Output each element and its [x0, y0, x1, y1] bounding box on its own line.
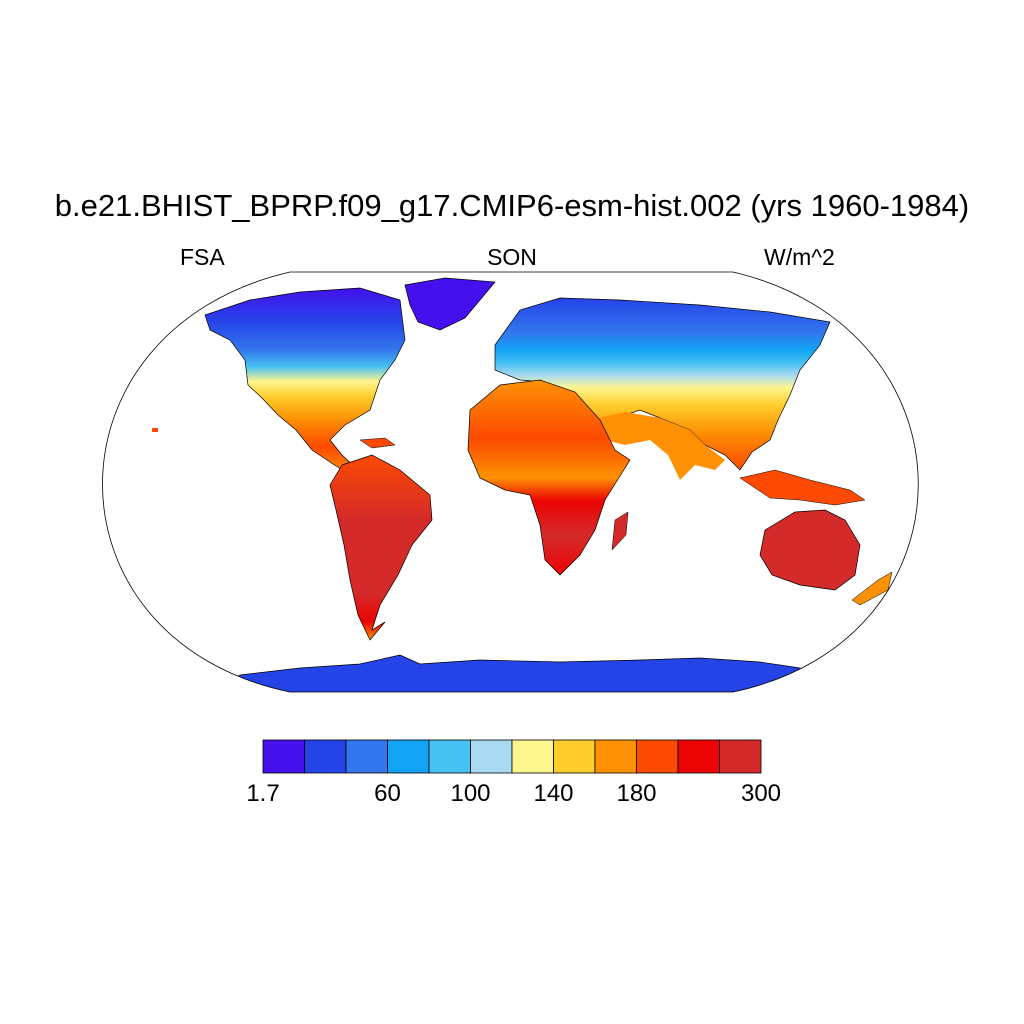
- colorbar-tick-label: 60: [374, 780, 401, 807]
- season-label: SON: [487, 244, 537, 270]
- colorbar-swatch: [345, 739, 388, 774]
- colorbar-swatch: [428, 739, 471, 774]
- colorbar-tick-label: 100: [450, 780, 491, 807]
- colorbar-swatch: [262, 739, 305, 774]
- colorbar-swatch: [636, 739, 679, 774]
- colorbar-swatch: [387, 739, 430, 774]
- colorbar-swatch: [511, 739, 554, 774]
- map-border: [102, 271, 919, 693]
- colorbar-swatch: [719, 739, 762, 774]
- variable-label: FSA: [180, 244, 225, 270]
- greenland-region: [404, 277, 496, 331]
- maritime-asia-region: [739, 469, 866, 506]
- africa-region: [467, 379, 631, 576]
- caribbean-islands: [359, 437, 396, 449]
- colorbar-swatch: [594, 739, 637, 774]
- colorbar-tick-label: 180: [616, 780, 657, 807]
- colorbar-swatch: [470, 739, 513, 774]
- antarctica-region: [198, 654, 821, 692]
- colorbar-swatch: [304, 739, 347, 774]
- colorbar-tick-label: 140: [533, 780, 574, 807]
- units-label: W/m^2: [764, 244, 835, 270]
- australia-region: [759, 509, 861, 591]
- new-zealand-region: [851, 571, 893, 606]
- plot-title: b.e21.BHIST_BPRP.f09_g17.CMIP6-esm-hist.…: [54, 188, 970, 223]
- colorbar-tick-label: 300: [740, 780, 782, 807]
- south-america-region: [329, 454, 433, 641]
- hawaii-islands: [152, 428, 158, 432]
- colorbar-swatch: [677, 739, 720, 774]
- colorbar-swatch: [553, 739, 596, 774]
- madagascar-region: [611, 511, 629, 551]
- south-asia-region: [590, 412, 725, 480]
- colorbar-tick-label: 1.7: [246, 780, 280, 807]
